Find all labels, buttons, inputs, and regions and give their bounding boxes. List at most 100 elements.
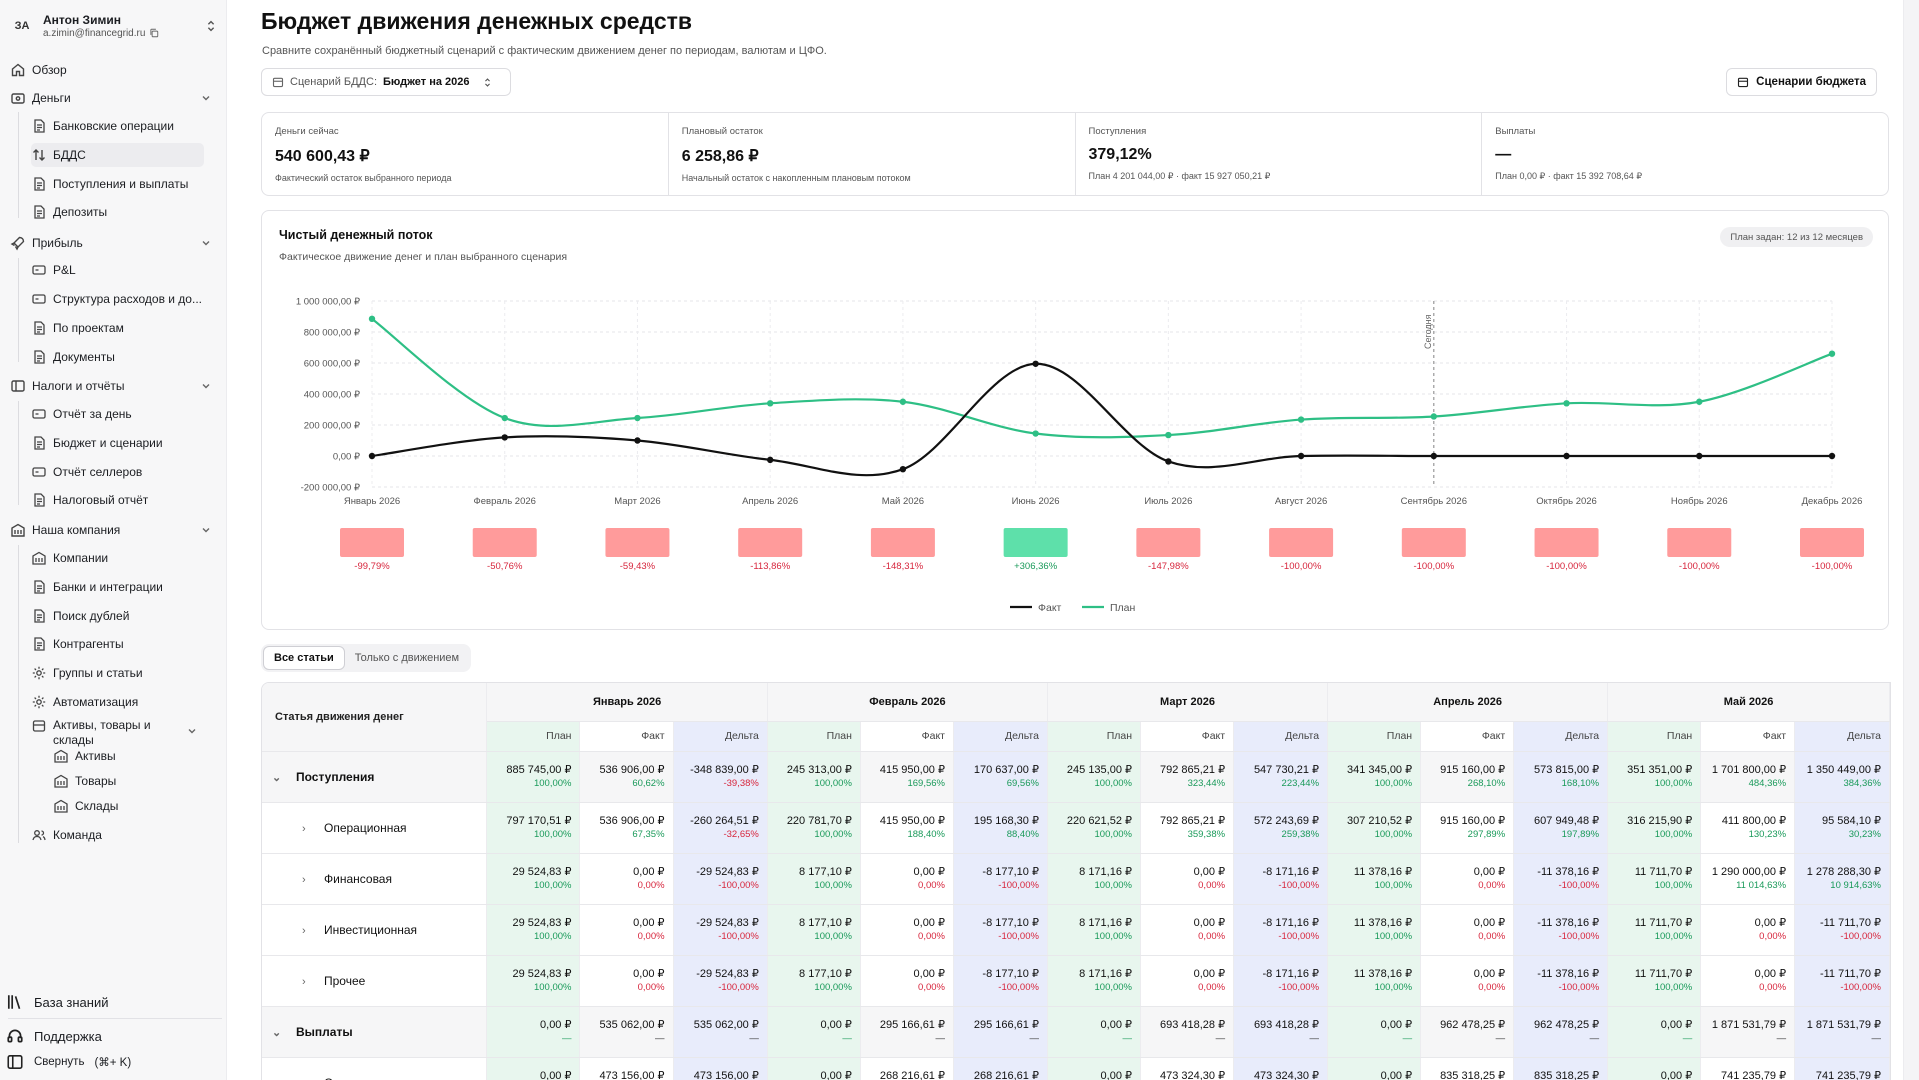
cell-amount: 245 135,00 ₽ [1066, 764, 1133, 776]
cell-percent: 100,00% [533, 931, 572, 942]
nav-deposits[interactable]: Депозиты [31, 200, 204, 224]
table-row[interactable]: › Операционная 797 170,51 ₽ 100,00% 536 906,… [262, 802, 1890, 854]
x-tick-label: Июнь 2026 [1012, 496, 1060, 507]
cell-percent: 268,10% [1467, 778, 1506, 789]
document-icon [34, 177, 45, 191]
value-cell: 1 871 531,79 ₽ — [1700, 1006, 1796, 1058]
nav-sellers-report[interactable]: Отчёт селлеров [31, 460, 204, 484]
data-point-plan [1563, 400, 1570, 407]
row-label[interactable]: ⌄ Выплаты [262, 1006, 488, 1058]
nav-profit[interactable]: Прибыль [10, 231, 218, 255]
cell-amount: 8 177,10 ₽ [799, 917, 852, 929]
nav-profit-label: Прибыль [32, 236, 83, 250]
cell-amount: 0,00 ₽ [820, 1070, 852, 1080]
deviation-label: -100,00% [1679, 561, 1720, 572]
deviation-label: -100,00% [1281, 561, 1322, 572]
nav-receipts-payments[interactable]: Поступления и выплаты [31, 172, 204, 196]
nav-assets[interactable]: Активы [53, 744, 203, 768]
nav-by-projects[interactable]: По проектам [31, 316, 204, 340]
nav-groups-articles[interactable]: Группы и статьи [31, 661, 204, 685]
subcolumn-header: Факт [860, 721, 954, 752]
tab-with-movement[interactable]: Только с движением [354, 652, 460, 664]
value-cell: 1 701 800,00 ₽ 484,36% [1700, 751, 1796, 803]
nav-team[interactable]: Команда [31, 823, 204, 847]
chevron-down-icon[interactable]: ⌄ [272, 771, 282, 784]
nav-money[interactable]: Деньги [10, 86, 218, 110]
deviation-bar [1401, 528, 1466, 557]
scenario-select[interactable]: Сценарий БДДС: Бюджет на 2026 [261, 68, 511, 96]
nav-goods[interactable]: Товары [53, 769, 203, 793]
budget-scenarios-button[interactable]: Сценарии бюджета [1726, 68, 1877, 96]
user-menu[interactable]: ЗА Антон Зимин a.zimin@financegrid.ru [6, 7, 222, 45]
rows-filter-tabs: Все статьи Только с движением [261, 644, 472, 672]
nav-support[interactable]: Поддержка [6, 1024, 102, 1048]
nav-label: Налоговый отчёт [53, 493, 149, 507]
nav-tax-report[interactable]: Налоговый отчёт [31, 488, 204, 512]
subcolumn-header: План [486, 721, 581, 752]
cell-amount: 535 062,00 ₽ [693, 1019, 759, 1031]
budget-table: Статья движения денег Январь 2026 Февраль … [262, 683, 1890, 1080]
right-scrollbar[interactable] [1903, 0, 1919, 1080]
table-row[interactable]: ›Операционная0,00 ₽—473 156,00 ₽—473 156… [262, 1057, 1890, 1080]
row-label[interactable]: › Прочее [262, 955, 488, 1007]
nav-label: Контрагенты [53, 637, 124, 651]
row-label[interactable]: ⌄ Поступления [262, 751, 488, 803]
table-row[interactable]: › Инвестиционная 29 524,83 ₽100,00% 0,00 ₽0… [262, 904, 1890, 956]
table-row[interactable]: ⌄ Поступления 885 745,00 ₽ 100,00% 536 906,0… [262, 751, 1890, 803]
chevron-right-icon[interactable]: › [302, 822, 306, 835]
table-row[interactable]: › Прочее 29 524,83 ₽ 100,00% 0,00 ₽ 0,00% -29 … [262, 955, 1890, 1007]
nav-companies[interactable]: Компании [31, 546, 204, 570]
cell-percent: 100,00% [1654, 931, 1693, 942]
chevron-right-icon[interactable]: › [302, 975, 306, 988]
deviation-label: -148,31% [883, 561, 924, 572]
cell-percent: — [935, 1033, 945, 1044]
nav-banks-integrations[interactable]: Банки и интеграции [31, 575, 204, 599]
row-label[interactable]: › Операционная [262, 802, 488, 854]
chevron-right-icon[interactable]: › [302, 873, 306, 886]
nav-cost-structure[interactable]: Структура расходов и до... [31, 287, 204, 311]
tab-all-articles[interactable]: Все статьи [263, 646, 345, 670]
subcolumn-header: Дельта [1794, 721, 1890, 752]
cell-percent: -100,00% [1278, 982, 1320, 993]
nav-pl[interactable]: P&L [31, 258, 204, 282]
nav-label: P&L [53, 263, 76, 277]
nav-knowledge-base[interactable]: База знаний [6, 990, 109, 1014]
row-label[interactable]: › Инвестиционная [262, 904, 488, 956]
nav-counterparties[interactable]: Контрагенты [31, 632, 204, 656]
nav-daily-report[interactable]: Отчёт за день [31, 402, 204, 426]
nav-automation[interactable]: Автоматизация [31, 690, 204, 714]
cell-amount: 11 711,70 ₽ [1634, 968, 1693, 980]
chevron-right-icon[interactable]: › [302, 924, 306, 937]
row-label[interactable]: › Финансовая [262, 853, 488, 905]
nav-bdds[interactable]: БДДС [31, 143, 204, 167]
cell-percent: -100,00% [718, 880, 759, 891]
y-tick-label: 600 000,00 ₽ [304, 359, 361, 370]
nav-assets-goods[interactable]: Активы, товары и склады [31, 716, 204, 750]
cell-percent: 100,00% [533, 880, 572, 891]
table-row[interactable]: ⌄ Выплаты 0,00 ₽ —535 062,00 ₽ —535 062,00 ₽… [262, 1006, 1890, 1058]
chevron-down-icon[interactable]: ⌄ [272, 1026, 282, 1039]
chevron-right-icon[interactable]: › [302, 1078, 314, 1080]
cell-amount: -29 524,83 ₽ [696, 917, 759, 929]
nav-warehouses[interactable]: Склады [53, 794, 203, 818]
nav-taxes[interactable]: Налоги и отчёты [10, 374, 218, 398]
collapse-sidebar-button[interactable]: Свернуть (⌘+ K) [6, 1050, 131, 1074]
subcolumn-header: Дельта [953, 721, 1048, 752]
row-label[interactable]: › Операционная [262, 1057, 488, 1080]
data-point-fact [1696, 452, 1703, 460]
nav-budget-scenarios[interactable]: Бюджет и сценарии [31, 431, 204, 455]
net-cash-flow-chart-card: Чистый денежный поток Фактическое движен… [261, 210, 1889, 630]
kpi-payments: Выплаты — План 0,00 ₽ · факт 15 392 708,… [1482, 113, 1888, 195]
headset-icon [7, 1029, 23, 1043]
nav-company[interactable]: Наша компания [10, 518, 218, 542]
cell-amount: -260 264,51 ₽ [690, 815, 759, 827]
nav-duplicates[interactable]: Поиск дублей [31, 604, 204, 628]
y-tick-label: 200 000,00 ₽ [304, 421, 361, 432]
copy-icon[interactable] [149, 28, 159, 38]
nav-documents[interactable]: Документы [31, 345, 204, 369]
nav-overview[interactable]: Обзор [10, 58, 218, 82]
wallet-icon [11, 93, 25, 104]
nav-bank-operations[interactable]: Банковские операции [31, 114, 204, 138]
table-row[interactable]: › Финансовая 29 524,83 ₽ 100,00% 0,00 ₽ 0,00%… [262, 853, 1890, 905]
value-cell: 792 865,21 ₽ 323,44% [1140, 751, 1235, 803]
